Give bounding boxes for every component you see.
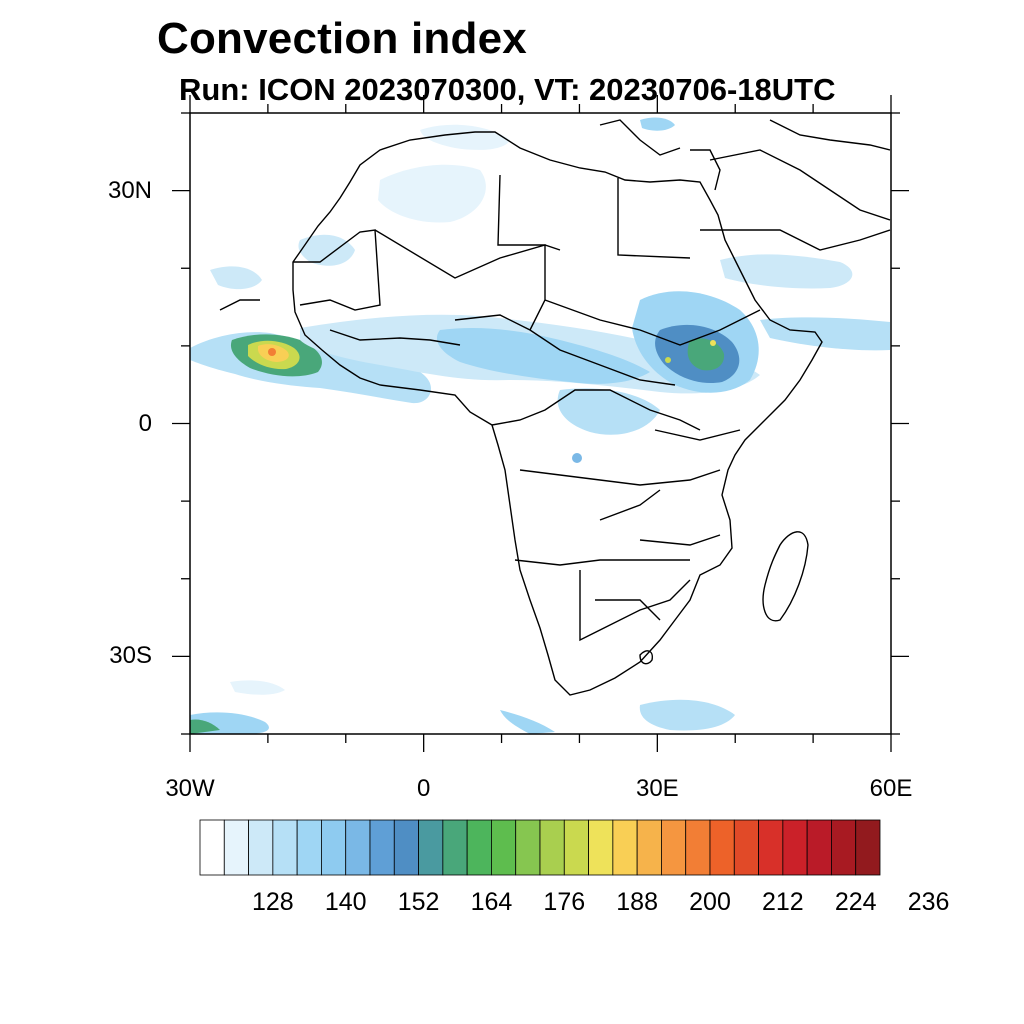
colorbar-tick-label: 200 <box>689 888 731 916</box>
colorbar-box <box>272 819 298 876</box>
colorbar <box>199 819 881 876</box>
colorbar-tick-label: 128 <box>251 888 294 916</box>
colorbar-box <box>709 819 735 876</box>
coastlines <box>219 119 891 696</box>
colorbar-tick-label: 164 <box>470 888 513 916</box>
colorbar-box <box>296 819 322 876</box>
colorbar-box <box>661 819 687 876</box>
colorbar-box <box>466 819 492 876</box>
colorbar-tick-label: 212 <box>761 888 804 916</box>
colorbar-box <box>831 819 857 876</box>
colorbar-box <box>418 819 444 876</box>
colorbar-tick-label: 152 <box>397 888 440 916</box>
colorbar-box <box>321 819 347 876</box>
colorbar-box <box>491 819 517 876</box>
lat-tick-label: 30S <box>109 642 152 670</box>
colorbar-tick-label: 176 <box>543 888 586 916</box>
colorbar-box <box>685 819 711 876</box>
lat-tick-label: 30N <box>107 176 152 204</box>
colorbar-box <box>612 819 638 876</box>
colorbar-box <box>223 819 249 876</box>
colorbar-box <box>199 819 225 876</box>
colorbar-tick-label: 140 <box>324 888 367 916</box>
lon-tick-label: 30E <box>635 775 679 802</box>
convection-field <box>190 117 890 734</box>
colorbar-box <box>782 819 808 876</box>
plot-frame <box>189 112 892 735</box>
colorbar-tick-label: 188 <box>616 888 658 916</box>
lon-tick-label: 30W <box>165 775 215 802</box>
colorbar-box <box>442 819 468 876</box>
colorbar-box <box>806 819 832 876</box>
lat-tick-label: 0 <box>138 409 152 437</box>
chart-subtitle: Run: ICON 2023070300, VT: 20230706-18UTC <box>179 72 836 107</box>
chart-title: Convection index <box>157 14 527 63</box>
colorbar-box <box>539 819 565 876</box>
colorbar-box <box>758 819 784 876</box>
colorbar-box <box>248 819 274 876</box>
colorbar-box <box>733 819 759 876</box>
colorbar-box <box>588 819 614 876</box>
colorbar-box <box>855 819 881 876</box>
colorbar-box <box>393 819 419 876</box>
colorbar-box <box>369 819 395 876</box>
colorbar-box <box>515 819 541 876</box>
lon-tick-label: 60E <box>869 775 913 802</box>
axis-ticks <box>172 95 909 752</box>
colorbar-box <box>345 819 371 876</box>
colorbar-tick-label: 236 <box>907 888 950 916</box>
colorbar-tick-label: 224 <box>834 888 877 916</box>
lon-tick-label: 0 <box>416 775 431 802</box>
colorbar-box <box>563 819 589 876</box>
colorbar-box <box>636 819 662 876</box>
